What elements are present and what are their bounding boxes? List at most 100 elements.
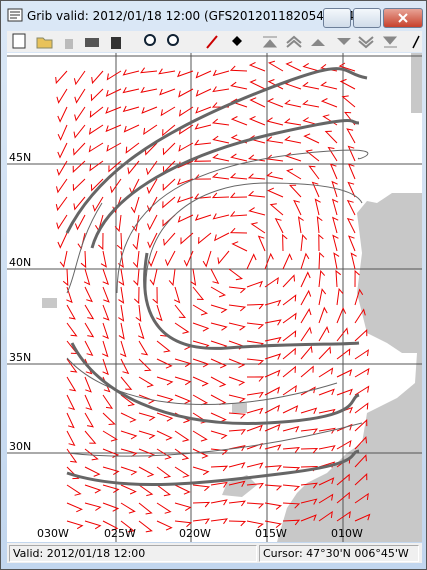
delete-button[interactable] — [111, 37, 121, 49]
wind-barb — [159, 88, 176, 96]
maximize-button[interactable] — [353, 8, 381, 28]
wind-barb — [288, 184, 302, 198]
wind-barb — [138, 412, 156, 422]
wind-barb — [56, 160, 68, 177]
wind-barb — [229, 173, 248, 180]
cursor-position: Cursor: 47°30'N 006°45'W — [259, 545, 419, 562]
wind-barb — [248, 61, 266, 72]
wind-barb — [156, 304, 163, 322]
props-button[interactable] — [12, 33, 26, 49]
wind-barb — [211, 118, 230, 126]
wind-barb — [246, 303, 265, 310]
wind-barb — [135, 304, 142, 322]
latitude-label: 40N — [9, 256, 31, 269]
wind-barb — [210, 358, 227, 369]
wind-barb — [180, 232, 194, 245]
wind-barb — [300, 307, 312, 324]
wind-barb — [120, 448, 138, 457]
wind-barb — [210, 286, 227, 298]
line-button[interactable] — [206, 35, 218, 49]
wind-barb — [84, 376, 92, 393]
zoom-out-button[interactable] — [167, 34, 179, 46]
wind-barb — [248, 154, 266, 162]
wind-barb — [158, 68, 176, 75]
wind-barb — [192, 358, 210, 368]
wind-barb — [318, 269, 326, 288]
wind-barb — [122, 105, 140, 113]
minimize-button[interactable] — [323, 8, 351, 28]
wind-barb — [66, 358, 78, 373]
wind-barb — [174, 448, 190, 461]
wind-barb — [341, 95, 356, 108]
wind-barb — [73, 142, 86, 156]
up-button[interactable] — [311, 39, 325, 46]
wind-barb — [300, 233, 308, 252]
wind-barb — [264, 404, 280, 414]
wind-barb — [282, 519, 301, 526]
save-button[interactable] — [65, 39, 73, 49]
wind-barb — [108, 160, 122, 173]
wind-barb — [211, 192, 230, 199]
wind-barb — [102, 484, 120, 494]
wind-barb — [146, 196, 158, 213]
wind-barb — [162, 178, 176, 192]
wind-barb — [264, 252, 274, 270]
wind-barb — [100, 250, 107, 268]
wind-barb — [66, 304, 76, 320]
wind-barb — [84, 502, 102, 511]
wind-barb — [163, 232, 176, 247]
wind-barb — [305, 149, 320, 162]
wind-barb — [217, 250, 230, 265]
wind-barb — [72, 160, 86, 174]
page-up-button[interactable] — [286, 35, 302, 48]
wind-barb — [120, 466, 138, 476]
wind-barb — [101, 340, 109, 358]
wind-barb — [282, 274, 295, 288]
wind-barb — [192, 376, 209, 387]
wind-barb — [133, 286, 140, 305]
wind-barb — [132, 232, 140, 251]
print-button[interactable] — [85, 38, 99, 47]
wind-barb — [138, 448, 156, 459]
wind-barb — [56, 178, 68, 194]
wind-barb — [73, 70, 86, 86]
wind-barb — [246, 407, 264, 415]
down-button[interactable] — [337, 38, 351, 45]
wind-barb — [102, 322, 109, 340]
wind-barb — [90, 88, 104, 102]
wind-barb — [246, 376, 265, 382]
wind-barb — [246, 280, 263, 288]
zoom-in-button[interactable] — [144, 34, 156, 46]
close-button[interactable] — [383, 8, 423, 28]
wind-barb — [66, 520, 84, 530]
wind-barb — [178, 142, 194, 152]
wind-barb — [300, 498, 318, 505]
top-button[interactable] — [262, 36, 278, 48]
wind-barb — [282, 312, 297, 324]
wind-barb — [264, 423, 281, 432]
toolbar — [7, 31, 422, 52]
wind-barb — [105, 88, 122, 97]
wind-barb — [302, 117, 320, 126]
wind-barb — [173, 286, 181, 304]
open-button[interactable] — [36, 37, 53, 49]
page-down-button[interactable] — [358, 36, 374, 49]
wind-barb — [336, 306, 347, 324]
point-button[interactable] — [232, 36, 242, 46]
wind-barb — [120, 430, 138, 440]
wind-barb — [57, 124, 68, 141]
wind-barb — [354, 269, 360, 288]
wind-barb — [318, 288, 327, 306]
wind-barb — [174, 484, 191, 495]
wind-barb — [257, 235, 266, 252]
wind-barb — [102, 304, 110, 321]
wind-barb — [320, 98, 338, 108]
wind-barb — [138, 376, 154, 388]
wind-barb — [138, 502, 153, 515]
bottom-button[interactable] — [382, 36, 398, 48]
wind-barb — [120, 520, 135, 533]
wind-barb — [229, 65, 248, 72]
wind-barb — [282, 447, 300, 453]
wind-barb — [354, 454, 367, 468]
wind-barb — [156, 394, 174, 404]
